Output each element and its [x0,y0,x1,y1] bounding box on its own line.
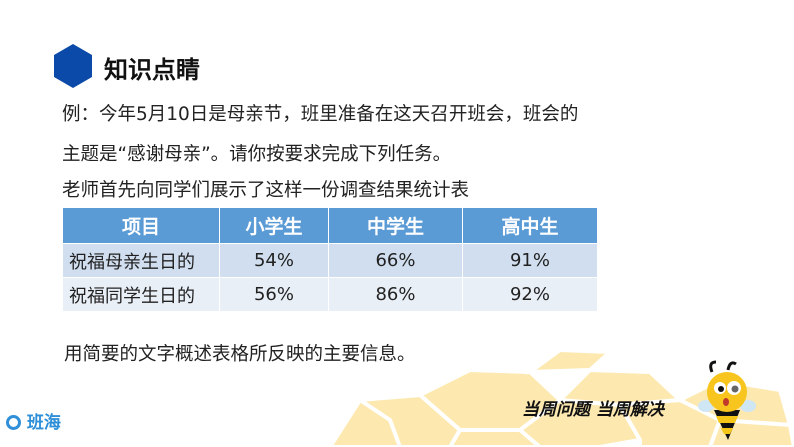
table-header-row: 项目 小学生 中学生 高中生 [62,207,598,244]
question-text: 用简要的文字概述表格所反映的主要信息。 [64,344,416,365]
cell: 54% [219,243,329,278]
logo-mark-icon [6,415,21,430]
table-row: 祝福同学生日的 56% 86% 92% [62,277,598,312]
header-high: 高中生 [462,207,598,244]
table-row: 祝福母亲生日的 54% 66% 91% [62,243,598,278]
cell: 56% [219,277,329,312]
slogan: 当周问题 当周解决 [522,400,664,420]
cell: 66% [328,243,463,278]
problem-line-3: 老师首先向同学们展示了这样一份调查结果统计表 [62,180,470,201]
row-label: 祝福母亲生日的 [62,243,220,278]
header-primary: 小学生 [219,207,329,244]
logo-text: 班海 [26,413,61,433]
cell: 91% [462,243,598,278]
brand-logo: 班海 [6,408,61,433]
section-title: 知识点睛 [104,56,200,84]
problem-line-1: 例：今年5月10日是母亲节，班里准备在这天召开班会，班会的 [62,104,579,125]
bee-mascot-icon [698,360,756,440]
hexagon-icon [54,44,92,88]
cell: 92% [462,277,598,312]
cell: 86% [328,277,463,312]
problem-line-2: 主题是“感谢母亲”。请你按要求完成下列任务。 [62,144,452,165]
survey-table: 项目 小学生 中学生 高中生 祝福母亲生日的 54% 66% 91% 祝福同学生… [62,207,598,312]
header-item: 项目 [62,207,220,244]
row-label: 祝福同学生日的 [62,277,220,312]
header-middle: 中学生 [328,207,463,244]
